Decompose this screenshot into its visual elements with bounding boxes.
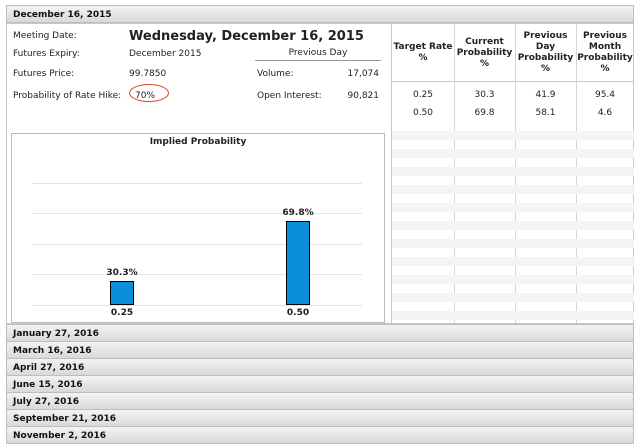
info-row-futures-expiry: Futures Expiry: December 2015 Previous D… [7, 46, 385, 64]
chart-bar [110, 280, 134, 305]
meeting-header-apr[interactable]: April 27, 2016 [6, 358, 634, 376]
chart-gridline [32, 243, 362, 245]
table-empty-row [392, 167, 634, 176]
header-previous-month-probability: Previous Month Probability % [577, 31, 633, 74]
meeting-header-label: November 2, 2016 [13, 431, 107, 441]
info-row-prob-hike: Probability of Rate Hike: 70% Open Inter… [7, 88, 385, 106]
table-empty-row [392, 275, 634, 284]
chart-category-label: 0.25 [110, 308, 134, 318]
table-empty-row [392, 257, 634, 266]
open-interest-label: Open Interest: [257, 91, 322, 101]
meeting-header-sep[interactable]: September 21, 2016 [6, 409, 634, 427]
chart-gridline [32, 274, 362, 276]
cell-target-rate: 0.50 [412, 108, 434, 118]
volume-label: Volume: [257, 69, 294, 79]
meeting-header-label: September 21, 2016 [13, 414, 117, 424]
meeting-header-label: July 27, 2016 [13, 397, 79, 407]
cell-previous-day-probability: 41.9 [535, 90, 556, 100]
meeting-header-jul[interactable]: July 27, 2016 [6, 392, 634, 410]
table-empty-row [392, 149, 634, 158]
table-empty-row [392, 311, 634, 320]
table-empty-row [392, 185, 634, 194]
table-row: 0.25 30.3 41.9 95.4 [392, 86, 634, 104]
highlight-ring [129, 84, 169, 102]
cell-target-rate: 0.25 [412, 90, 434, 100]
meeting-header-active[interactable]: December 16, 2015 [6, 5, 634, 23]
chart-gridline [32, 213, 362, 215]
chart-bar [286, 220, 310, 305]
chart-data-label: 30.3% [106, 267, 138, 278]
cell-current-probability: 30.3 [474, 90, 495, 100]
meeting-header-label: December 16, 2015 [13, 10, 112, 20]
volume-value: 17,074 [347, 69, 380, 79]
table-empty-row [392, 293, 634, 302]
meeting-header-label: March 16, 2016 [13, 346, 92, 356]
meeting-date-label: Meeting Date: [13, 31, 77, 41]
chart-title: Implied Probability [149, 137, 247, 147]
futures-price-label: Futures Price: [13, 69, 75, 79]
header-target-rate: Target Rate % [393, 42, 453, 63]
meeting-date-value: Wednesday, December 16, 2015 [129, 29, 364, 44]
info-row-futures-price: Futures Price: 99.7850 Volume: 17,074 [7, 66, 385, 84]
chart-gridline [32, 183, 362, 184]
meeting-header-label: June 15, 2016 [13, 380, 83, 390]
previous-day-heading: Previous Day [255, 48, 381, 61]
chart-category-label: 0.50 [286, 308, 310, 318]
table-empty-row [392, 239, 634, 248]
meeting-header-nov[interactable]: November 2, 2016 [6, 426, 634, 444]
table-empty-row [392, 221, 634, 230]
meeting-header-mar[interactable]: March 16, 2016 [6, 341, 634, 359]
table-row: 0.50 69.8 58.1 4.6 [392, 104, 634, 122]
table-empty-row [392, 131, 634, 140]
chart-data-label: 69.8% [282, 207, 314, 218]
futures-price-value: 99.7850 [129, 69, 167, 79]
header-current-probability: Current Probability % [456, 36, 513, 69]
table-header-row: Target Rate % Current Probability % Prev… [392, 24, 634, 82]
table-empty-row [392, 203, 634, 212]
meeting-header-jun[interactable]: June 15, 2016 [6, 375, 634, 393]
cell-previous-month-probability: 95.4 [594, 90, 616, 100]
implied-probability-chart: Implied Probability 30.3% 0.25 69.8% 0.50 [11, 133, 385, 323]
chart-gridline [32, 304, 362, 306]
cell-previous-day-probability: 58.1 [535, 108, 556, 118]
open-interest-value: 90,821 [347, 91, 380, 101]
cell-current-probability: 69.8 [474, 108, 495, 118]
meeting-panel: Meeting Date: Wednesday, December 16, 20… [6, 23, 634, 324]
panel-divider [391, 24, 392, 323]
meeting-header-label: April 27, 2016 [13, 363, 85, 373]
info-row-meeting-date: Meeting Date: Wednesday, December 16, 20… [7, 28, 385, 46]
futures-expiry-label: Futures Expiry: [13, 49, 80, 59]
prob-hike-label: Probability of Rate Hike: [13, 91, 122, 101]
futures-expiry-value: December 2015 [129, 49, 202, 59]
cell-previous-month-probability: 4.6 [597, 108, 613, 118]
header-previous-day-probability: Previous Day Probability % [517, 31, 574, 74]
meeting-header-label: January 27, 2016 [13, 329, 99, 339]
meeting-header-jan[interactable]: January 27, 2016 [6, 324, 634, 342]
